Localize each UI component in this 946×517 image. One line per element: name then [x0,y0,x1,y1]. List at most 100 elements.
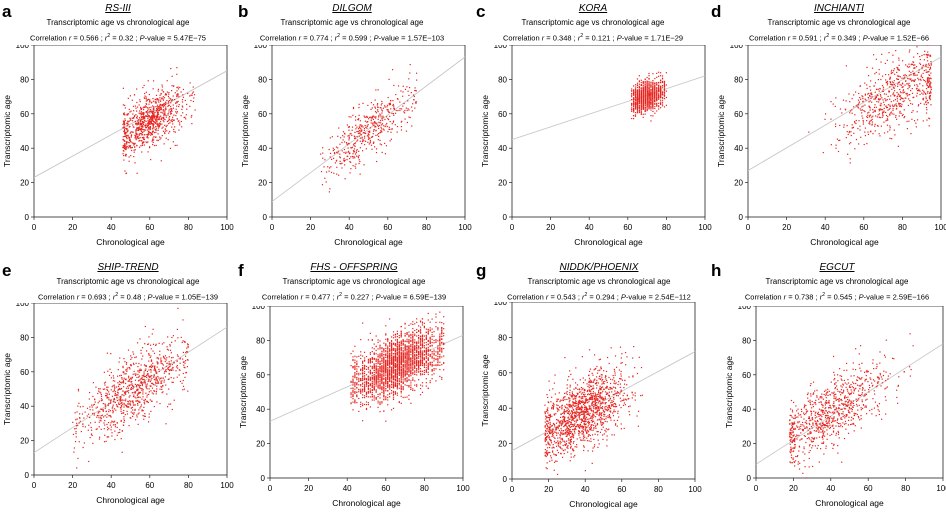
data-point [847,131,848,132]
x-tick-label: 60 [381,484,390,493]
data-point [182,99,183,100]
data-point [879,133,880,134]
data-point [889,114,890,115]
data-point [171,126,172,127]
data-point [922,90,923,91]
data-point [660,72,661,73]
data-point [153,80,154,81]
data-point [91,427,92,428]
data-point [110,422,111,423]
y-axis-label: Transcriptomic age [2,353,12,425]
data-point [650,95,651,96]
chart-subtitle: Transcriptomic age vs chronological age [244,277,464,286]
data-point [153,88,154,89]
data-point [648,96,649,97]
data-point [835,126,836,127]
data-point [134,396,135,397]
data-point [648,91,649,92]
data-point [658,85,659,86]
data-point [103,416,104,417]
data-point [825,113,826,114]
data-point [416,372,417,373]
data-point [124,121,125,122]
data-point [166,394,167,395]
chart-stats: Correlation r = 0.591 ; r2 = 0.349 ; P-v… [719,33,946,43]
data-point [181,126,182,127]
data-point [387,131,388,132]
data-point [662,75,663,76]
data-point [338,175,339,176]
data-point [392,123,393,124]
data-point [157,380,158,381]
y-tick-label: 0 [261,474,266,483]
data-point [406,107,407,108]
data-point [156,145,157,146]
data-point [362,125,363,126]
data-point [879,135,880,136]
data-point [650,86,651,87]
data-point [145,125,146,126]
data-point [879,91,880,92]
data-point [129,126,130,127]
data-point [633,92,634,93]
data-point [185,100,186,101]
data-point [631,96,632,97]
data-point [905,64,906,65]
x-tick-label: 60 [145,481,154,490]
data-point [135,114,136,115]
data-point [336,174,337,175]
data-point [912,110,913,111]
data-point [156,388,157,389]
data-point [874,85,875,86]
data-point [413,99,414,100]
data-point [115,410,116,411]
data-point [159,371,160,372]
data-point [901,106,902,107]
data-point [106,424,107,425]
data-point [147,388,148,389]
data-point [416,384,417,385]
data-point [146,134,147,135]
y-axis-label: Transcriptomic age [480,95,490,167]
data-point [891,73,892,74]
data-point [181,109,182,110]
data-point [152,144,153,145]
data-point [397,393,398,394]
data-point [119,357,120,358]
data-point [915,75,916,76]
data-point [863,105,864,106]
data-point [426,329,427,330]
data-point [131,378,132,379]
data-point [410,380,411,381]
data-point [883,112,884,113]
data-point [647,81,648,82]
data-point [656,84,657,85]
data-point [130,141,131,142]
data-point [645,97,646,98]
data-point [917,86,918,87]
data-point [374,146,375,147]
regression-line [748,57,941,171]
data-point [149,376,150,377]
data-point [329,188,330,189]
data-point [359,130,360,131]
data-point [138,385,139,386]
data-point [386,145,387,146]
data-point [871,94,872,95]
data-point [134,371,135,372]
data-point [151,378,152,379]
data-point [882,113,883,114]
data-point [138,363,139,364]
data-point [162,98,163,99]
data-point [894,84,895,85]
data-point [148,131,149,132]
data-point [635,90,636,91]
data-point [378,133,379,134]
y-tick-label: 60 [734,110,743,119]
data-point [158,127,159,128]
data-point [149,94,150,95]
data-point [888,74,889,75]
data-point [910,133,911,134]
data-point [858,100,859,101]
data-point [439,362,440,363]
